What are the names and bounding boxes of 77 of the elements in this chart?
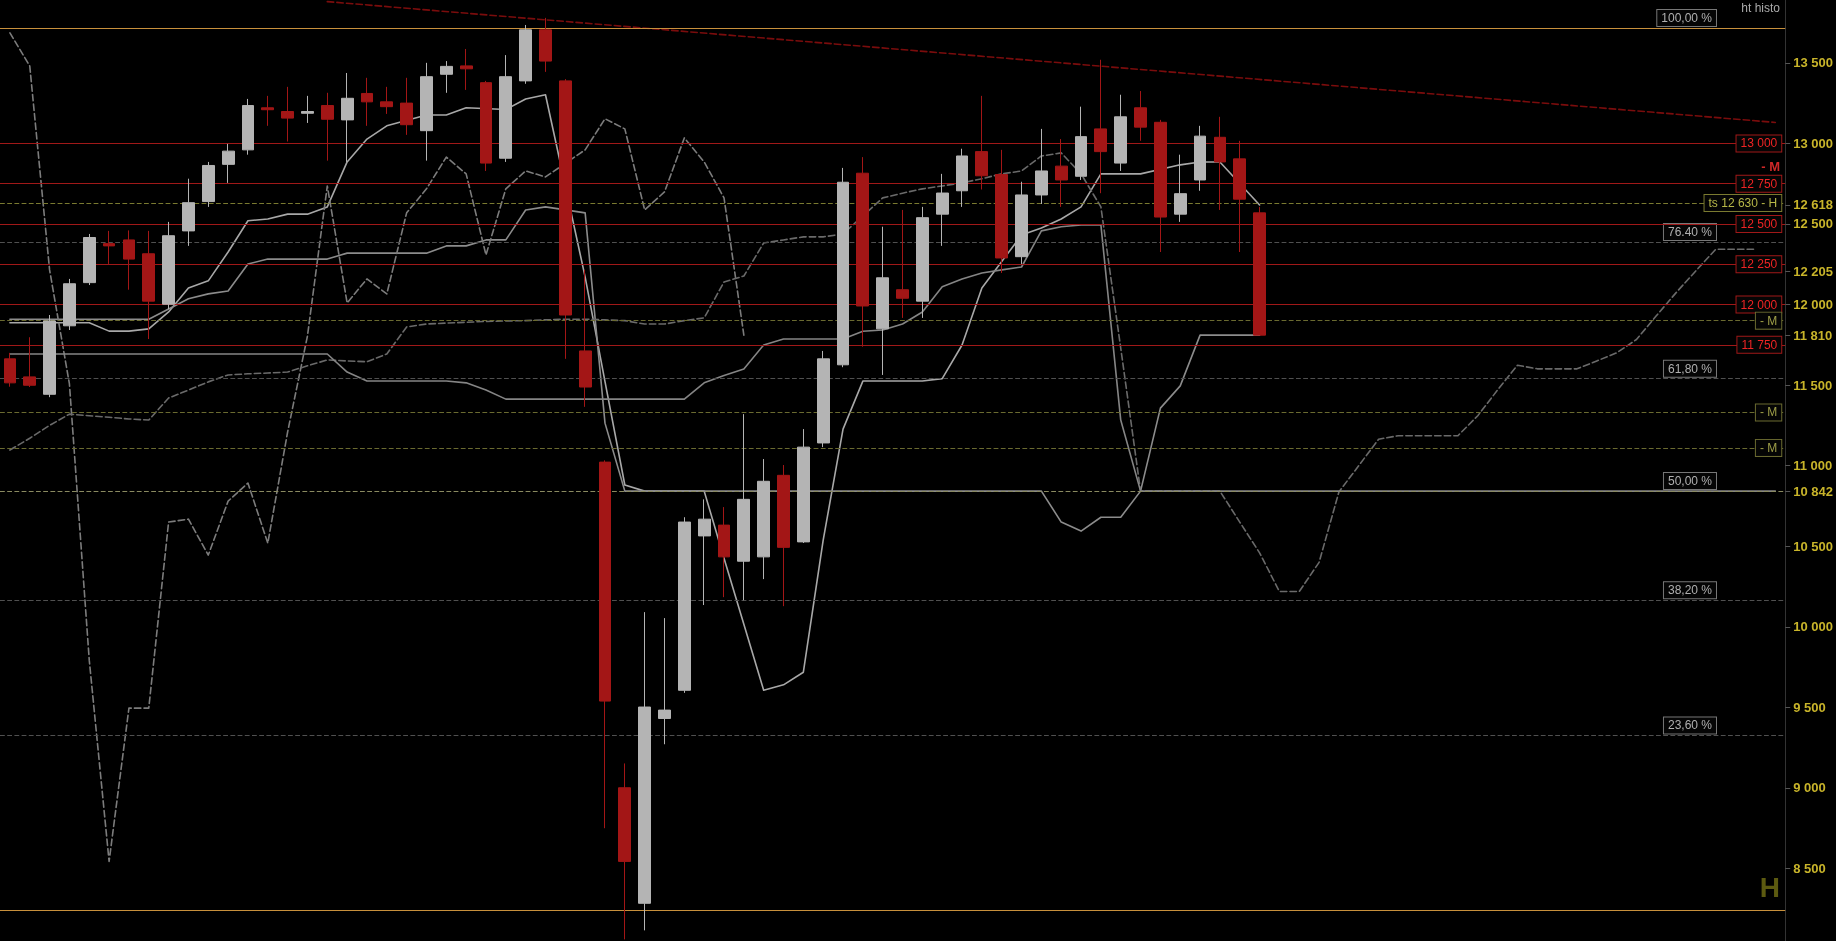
- candlestick: [777, 464, 790, 607]
- candlestick: [876, 226, 889, 376]
- candlestick: [1075, 106, 1087, 181]
- candlestick: [757, 458, 770, 580]
- candlestick: [261, 95, 274, 127]
- candlestick: [618, 762, 631, 940]
- ref-line-label: - M: [1759, 405, 1778, 420]
- ref-line-label: - M: [1759, 313, 1778, 328]
- annotation: 61,80 %: [1667, 361, 1713, 376]
- candlestick: [281, 86, 294, 142]
- candlestick: [936, 173, 949, 247]
- candlestick: [43, 314, 56, 398]
- ref-line-label: ts 12 630 - H: [1708, 196, 1778, 211]
- annotation: 100,00 %: [1661, 10, 1713, 25]
- y-tick-label: 12 000: [1793, 297, 1833, 313]
- candlestick: [698, 498, 711, 606]
- y-tick-label: 12 500: [1793, 216, 1833, 232]
- candlestick: [797, 428, 810, 544]
- candlestick: [539, 17, 552, 73]
- y-tick-label: 12 205: [1793, 264, 1833, 279]
- annotation: - M: [1761, 159, 1781, 174]
- candlestick: [4, 352, 16, 388]
- annotation: 76.40 %: [1667, 225, 1713, 240]
- annotation: 50,00 %: [1667, 474, 1713, 489]
- candlestick: [83, 233, 96, 286]
- y-tick-label: 9 000: [1793, 780, 1826, 796]
- annotation: 23,60 %: [1667, 718, 1713, 733]
- candlestick: [916, 206, 929, 319]
- y-tick-label: 13 500: [1793, 55, 1833, 71]
- y-tick-label: 10 842: [1793, 483, 1833, 499]
- candlestick: [182, 178, 195, 247]
- candlestick: [361, 77, 373, 127]
- candlestick: [817, 350, 830, 448]
- candlestick: [222, 143, 235, 184]
- candlestick: [400, 77, 413, 136]
- ref-line-label: 12 750: [1740, 176, 1778, 191]
- candlestick: [519, 24, 532, 85]
- candlestick: [440, 60, 453, 94]
- candlestick: [460, 48, 473, 91]
- candlestick: [63, 278, 76, 331]
- candlestick: [1174, 154, 1187, 223]
- y-tick-label: 13 000: [1793, 135, 1833, 151]
- y-tick-label: 8 500: [1793, 860, 1826, 876]
- candlestick: [1015, 181, 1028, 265]
- candlestick: [599, 459, 611, 829]
- candlestick: [380, 86, 393, 115]
- candlestick: [678, 516, 691, 694]
- candlestick: [658, 617, 671, 745]
- candlestick: [242, 98, 254, 156]
- y-tick-label: 11 810: [1793, 327, 1833, 343]
- candlestick: [1194, 125, 1206, 192]
- candlestick: [162, 221, 175, 310]
- y-tick-label: 11 000: [1793, 458, 1833, 474]
- candlestick: [1114, 94, 1127, 172]
- y-tick-label: 10 000: [1793, 619, 1833, 635]
- y-tick-label: 11 500: [1793, 377, 1833, 393]
- candlestick: [718, 506, 730, 598]
- annotation: H: [1759, 871, 1781, 903]
- y-tick-label: 9 500: [1793, 699, 1826, 715]
- annotation: ht histo: [1741, 1, 1781, 15]
- ref-line-label: 11 750: [1741, 337, 1778, 352]
- candlestick: [1134, 90, 1147, 142]
- candlestick: [638, 611, 651, 931]
- candlestick: [737, 413, 750, 601]
- candlestick: [202, 161, 215, 208]
- ref-line-label: 13 000: [1740, 136, 1778, 151]
- ref-line-label: 12 500: [1740, 216, 1778, 231]
- candlestick: [301, 95, 314, 124]
- candlestick: [837, 167, 849, 368]
- ref-line-label: 12 250: [1740, 257, 1778, 272]
- y-tick-label: 10 500: [1793, 538, 1833, 554]
- candlestick: [956, 148, 968, 208]
- annotation: 38,20 %: [1667, 583, 1713, 598]
- ref-line-label: 12 000: [1740, 297, 1778, 312]
- ref-line-label: - M: [1759, 440, 1778, 455]
- candlestick: [1035, 128, 1048, 205]
- y-tick-label: 12 618: [1793, 197, 1833, 213]
